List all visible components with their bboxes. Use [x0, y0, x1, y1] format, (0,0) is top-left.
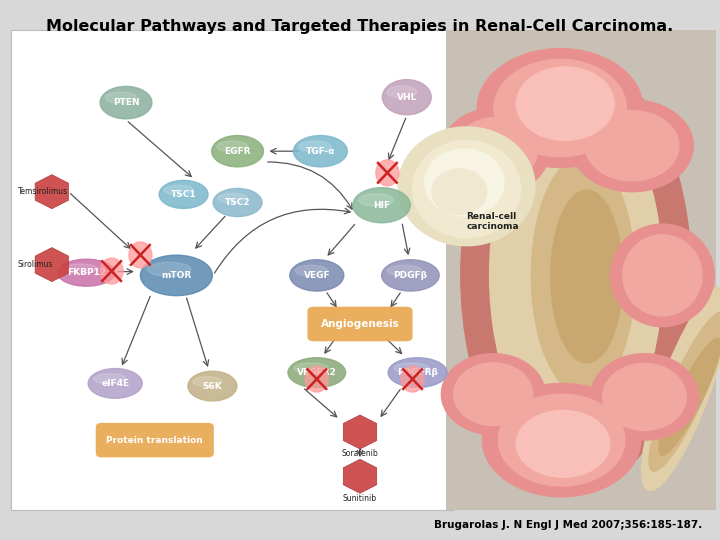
Ellipse shape — [188, 372, 237, 401]
Ellipse shape — [398, 127, 535, 246]
Ellipse shape — [217, 141, 248, 152]
Ellipse shape — [63, 264, 98, 273]
Ellipse shape — [288, 357, 346, 388]
Ellipse shape — [305, 366, 328, 392]
Ellipse shape — [387, 265, 422, 276]
Text: Sorafenib: Sorafenib — [341, 449, 379, 458]
Text: VEGF: VEGF — [304, 271, 330, 280]
Text: Angiogenesis: Angiogenesis — [320, 319, 400, 329]
Ellipse shape — [359, 194, 393, 206]
Ellipse shape — [571, 100, 693, 192]
FancyBboxPatch shape — [11, 30, 454, 510]
FancyBboxPatch shape — [307, 307, 413, 341]
Ellipse shape — [432, 169, 487, 214]
Text: Sirolimus: Sirolimus — [18, 260, 53, 269]
Text: VEGFR2: VEGFR2 — [297, 368, 337, 377]
Ellipse shape — [394, 363, 429, 373]
Text: S6K: S6K — [202, 382, 222, 390]
Ellipse shape — [299, 141, 331, 152]
Ellipse shape — [649, 312, 720, 471]
Polygon shape — [343, 459, 377, 494]
Ellipse shape — [551, 190, 623, 363]
Ellipse shape — [494, 59, 626, 157]
Ellipse shape — [623, 235, 702, 316]
Ellipse shape — [659, 339, 720, 455]
Ellipse shape — [441, 354, 545, 435]
Text: HIF: HIF — [373, 201, 390, 210]
Ellipse shape — [603, 363, 686, 430]
Ellipse shape — [611, 224, 714, 327]
Ellipse shape — [159, 180, 208, 208]
Text: mTOR: mTOR — [161, 271, 192, 280]
Text: Renal-cell
carcinoma: Renal-cell carcinoma — [467, 212, 519, 231]
Ellipse shape — [585, 111, 679, 181]
Polygon shape — [35, 175, 68, 208]
Ellipse shape — [425, 149, 504, 216]
Ellipse shape — [382, 260, 439, 291]
Ellipse shape — [516, 410, 610, 477]
Ellipse shape — [294, 363, 328, 373]
Ellipse shape — [490, 97, 662, 454]
Text: EGFR: EGFR — [225, 147, 251, 156]
Ellipse shape — [164, 185, 194, 195]
Ellipse shape — [441, 108, 549, 194]
Ellipse shape — [642, 287, 720, 491]
Ellipse shape — [454, 118, 537, 185]
Text: Sunitinib: Sunitinib — [343, 494, 377, 503]
Ellipse shape — [353, 187, 410, 222]
Ellipse shape — [498, 394, 625, 486]
Ellipse shape — [294, 136, 347, 167]
Text: TSC2: TSC2 — [225, 198, 251, 207]
Text: Brugarolas J. N Engl J Med 2007;356:185-187.: Brugarolas J. N Engl J Med 2007;356:185-… — [433, 520, 702, 530]
Text: PDGFβ: PDGFβ — [393, 271, 428, 280]
Ellipse shape — [105, 92, 136, 103]
Ellipse shape — [140, 255, 212, 295]
Ellipse shape — [482, 383, 641, 497]
Text: Temsirolimus: Temsirolimus — [18, 187, 68, 196]
Ellipse shape — [212, 136, 264, 167]
Ellipse shape — [213, 188, 262, 217]
Text: TSC1: TSC1 — [171, 190, 197, 199]
Ellipse shape — [295, 265, 328, 276]
Ellipse shape — [531, 157, 635, 394]
Ellipse shape — [89, 368, 142, 399]
Ellipse shape — [590, 354, 698, 440]
Ellipse shape — [401, 366, 424, 392]
Text: VHL: VHL — [397, 93, 417, 102]
Ellipse shape — [129, 242, 152, 268]
Ellipse shape — [58, 259, 115, 286]
FancyBboxPatch shape — [96, 423, 214, 457]
Ellipse shape — [100, 86, 152, 119]
Ellipse shape — [454, 363, 533, 426]
Ellipse shape — [477, 49, 643, 167]
Text: eIF4E: eIF4E — [101, 379, 130, 388]
Ellipse shape — [100, 258, 123, 284]
Ellipse shape — [461, 59, 691, 491]
Ellipse shape — [148, 262, 191, 276]
Ellipse shape — [413, 140, 521, 238]
Text: PTEN: PTEN — [113, 98, 139, 107]
Ellipse shape — [376, 160, 399, 186]
Text: Molecular Pathways and Targeted Therapies in Renal-Cell Carcinoma.: Molecular Pathways and Targeted Therapie… — [46, 19, 674, 34]
Ellipse shape — [289, 260, 344, 291]
Ellipse shape — [388, 357, 447, 388]
Polygon shape — [35, 247, 68, 281]
Ellipse shape — [387, 86, 417, 98]
Ellipse shape — [382, 80, 431, 115]
FancyBboxPatch shape — [446, 30, 716, 510]
Ellipse shape — [218, 193, 248, 203]
Ellipse shape — [193, 376, 222, 387]
Ellipse shape — [94, 374, 126, 384]
Polygon shape — [343, 415, 377, 449]
Ellipse shape — [516, 67, 614, 140]
Text: Protein translation: Protein translation — [107, 436, 203, 444]
Text: PDGFRβ: PDGFRβ — [397, 368, 438, 377]
Text: TGF-α: TGF-α — [306, 147, 335, 156]
Text: FKBP12: FKBP12 — [67, 268, 106, 277]
